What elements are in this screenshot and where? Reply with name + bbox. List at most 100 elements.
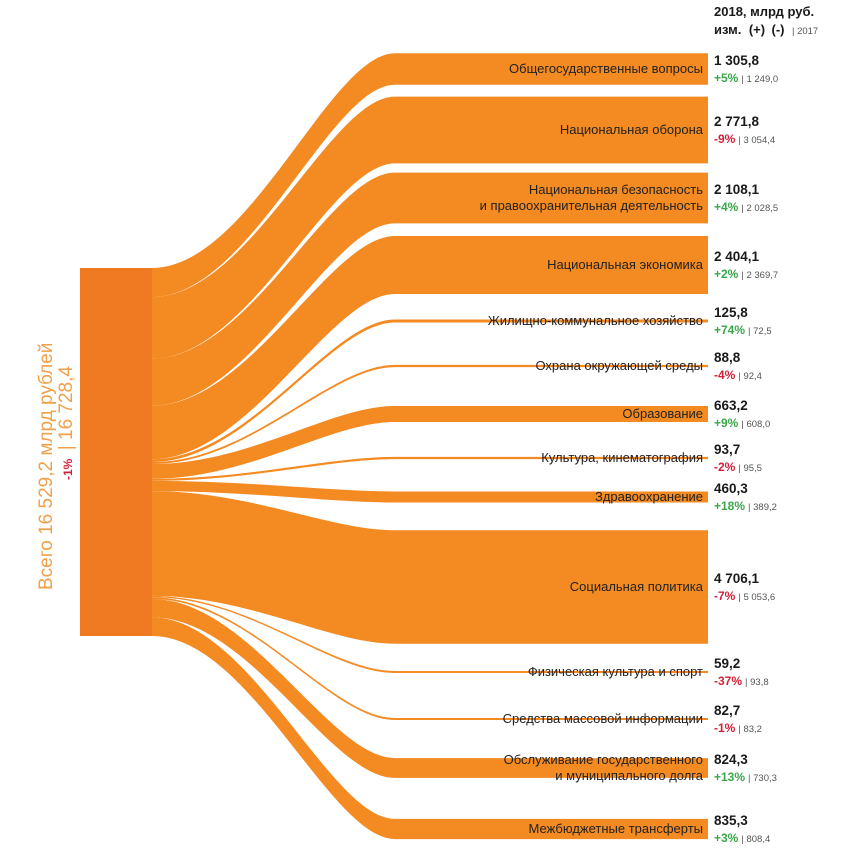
total-change-line: -1% | 16 728,4	[56, 366, 77, 480]
category-label: Социальная политика	[570, 579, 704, 594]
total-source-bar	[80, 268, 152, 636]
flow-band	[152, 53, 708, 298]
previous-value: | 93,8	[745, 677, 769, 688]
change-percent: +13%	[714, 770, 745, 784]
change-label: -7% | 5 053,6	[714, 589, 775, 603]
flow-layer	[152, 53, 708, 840]
category-label: Межбюджетные трансферты	[529, 821, 703, 836]
flow-band	[152, 364, 708, 465]
previous-value: | 92,4	[738, 371, 762, 382]
header-units: 2018, млрд руб.	[714, 4, 814, 19]
total-title: Всего 16 529,2 млрд рублей	[36, 343, 57, 590]
change-label: +74% | 72,5	[714, 323, 772, 337]
header-plus: (+)	[749, 22, 765, 37]
change-label: +2% | 2 369,7	[714, 267, 778, 281]
value-label: 1 305,8	[714, 53, 760, 68]
previous-value: | 808,4	[741, 834, 770, 845]
total-label: Всего 16 529,2 млрд рублей -1% | 16 728,…	[36, 343, 77, 590]
previous-value: | 1 249,0	[741, 74, 778, 85]
change-label: +18% | 389,2	[714, 499, 777, 513]
previous-value: | 95,5	[738, 463, 762, 474]
flow-band	[152, 406, 708, 479]
value-label: 2 771,8	[714, 114, 760, 129]
change-label: +5% | 1 249,0	[714, 71, 778, 85]
change-percent: +2%	[714, 267, 739, 281]
header-minus: (-)	[772, 22, 785, 37]
change-label: -9% | 3 054,4	[714, 132, 775, 146]
change-label: -2% | 95,5	[714, 460, 762, 474]
change-percent: -2%	[714, 460, 736, 474]
change-percent: +3%	[714, 831, 739, 845]
value-label: 824,3	[714, 752, 748, 767]
value-label: 93,7	[714, 442, 740, 457]
change-percent: +5%	[714, 71, 739, 85]
flow-band	[152, 599, 708, 778]
flow-band	[152, 456, 708, 481]
flow-band	[152, 172, 708, 406]
previous-value: | 72,5	[748, 326, 772, 337]
change-percent: +74%	[714, 323, 745, 337]
previous-value: | 2 028,5	[741, 203, 778, 214]
value-label: 663,2	[714, 398, 748, 413]
change-percent: +4%	[714, 200, 739, 214]
value-label: 2 404,1	[714, 249, 760, 264]
value-label: 835,3	[714, 813, 748, 828]
previous-value: | 389,2	[748, 502, 777, 513]
category-label: Жилищно-коммунальное хозяйство	[488, 313, 703, 328]
change-percent: -37%	[714, 674, 742, 688]
category-label: Здравоохранение	[595, 489, 703, 504]
change-percent: -4%	[714, 368, 736, 382]
value-label: 82,7	[714, 703, 740, 718]
flow-band	[152, 617, 708, 840]
change-percent: -7%	[714, 589, 736, 603]
category-label: Образование	[622, 406, 703, 421]
flow-band	[152, 491, 708, 644]
header-change-prefix: изм.	[714, 22, 741, 37]
previous-value: | 3 054,4	[738, 135, 775, 146]
change-percent: +18%	[714, 499, 745, 513]
previous-value: | 730,3	[748, 773, 777, 784]
total-change: -1%	[61, 458, 75, 480]
category-label: Обслуживание государственного	[504, 752, 703, 767]
previous-value: | 2 369,7	[741, 270, 778, 281]
value-label: 2 108,1	[714, 182, 760, 197]
category-label: Средства массовой информации	[503, 711, 703, 726]
category-label: Национальная экономика	[547, 257, 704, 272]
flow-band	[152, 480, 708, 503]
change-label: -4% | 92,4	[714, 368, 762, 382]
value-label: 88,8	[714, 350, 741, 365]
category-label: Культура, кинематография	[541, 450, 703, 465]
change-label: +13% | 730,3	[714, 770, 777, 784]
value-label: 125,8	[714, 305, 748, 320]
category-label: и муниципального долга	[555, 768, 704, 783]
change-percent: -9%	[714, 132, 736, 146]
header-year: | 2017	[792, 26, 818, 37]
column-header: 2018, млрд руб. изм. (+) (-) | 2017	[714, 4, 818, 38]
change-percent: -1%	[714, 721, 736, 735]
flow-band	[152, 96, 708, 359]
category-label: Национальная оборона	[560, 122, 704, 137]
change-percent: +9%	[714, 416, 739, 430]
label-layer: Общегосударственные вопросы 1 305,8 +5% | 1…	[480, 53, 779, 845]
previous-value: | 608,0	[741, 419, 770, 430]
flow-band	[152, 319, 708, 463]
value-label: 460,3	[714, 481, 748, 496]
previous-value: | 5 053,6	[738, 592, 775, 603]
change-label: +3% | 808,4	[714, 831, 770, 845]
value-label: 59,2	[714, 656, 740, 671]
change-label: +4% | 2 028,5	[714, 200, 778, 214]
category-label: Национальная безопасность	[529, 182, 703, 197]
flow-band	[152, 597, 708, 720]
value-label: 4 706,1	[714, 571, 760, 586]
change-label: +9% | 608,0	[714, 416, 770, 430]
change-label: -37% | 93,8	[714, 674, 769, 688]
flow-band	[152, 595, 708, 673]
category-label: Охрана окружающей среды	[535, 358, 703, 373]
header-change-legend: изм. (+) (-) | 2017	[714, 21, 818, 38]
total-prev: | 16 728,4	[56, 366, 77, 451]
category-label: и правоохранительная деятельность	[480, 198, 704, 213]
flow-band	[152, 236, 708, 460]
category-label: Общегосударственные вопросы	[509, 61, 703, 76]
category-label: Физическая культура и спорт	[528, 664, 703, 679]
